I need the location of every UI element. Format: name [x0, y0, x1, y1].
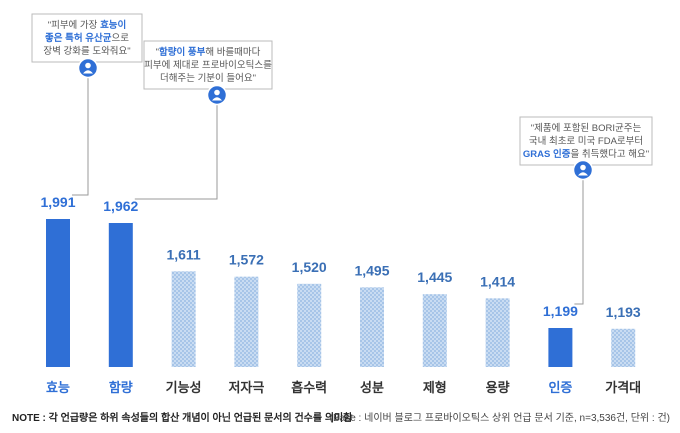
value-label-6: 1,495	[354, 262, 389, 278]
callout-segment: 장벽 강화를 도와줘요"	[43, 45, 130, 57]
category-label-1: 효능	[46, 380, 70, 395]
bar-6	[360, 287, 384, 367]
callout-line: 좋은 특허 유산균으로	[45, 32, 129, 44]
bar-3	[171, 271, 196, 367]
callout-line: GRAS 인증을 취득했다고 해요"	[523, 148, 649, 160]
callout-line: "제품에 포함된 BORI균주는	[531, 122, 642, 134]
callout-line: 장벽 강화를 도와줘요"	[43, 45, 130, 57]
callout-segment: 함량이 풍부	[159, 46, 206, 58]
category-label-2: 함량	[109, 380, 133, 395]
value-label-4: 1,572	[229, 252, 264, 268]
bar-4	[234, 276, 259, 367]
category-label-3: 기능성	[166, 380, 202, 395]
bar-9	[548, 328, 573, 367]
value-label-3: 1,611	[166, 246, 200, 262]
category-label-10: 가격대	[605, 380, 641, 395]
category-label-5: 흡수력	[291, 380, 327, 395]
callout-segment: 해 바를때마다	[205, 46, 260, 58]
value-label-5: 1,520	[292, 259, 327, 275]
footer-base: (Base : 네이버 블로그 프로바이오틱스 상위 언급 문서 기준, n=3…	[329, 413, 670, 424]
callout-segment: 좋은 특허 유산균	[45, 32, 112, 44]
callout-segment: 피부에 제대로 프로바이오틱스를	[144, 59, 272, 71]
bar-5	[297, 283, 322, 367]
bar-8	[485, 298, 510, 367]
category-label-6: 성분	[360, 380, 384, 395]
callout-connector	[134, 104, 218, 200]
callout-segment: 을 취득했다고 해요"	[571, 148, 650, 160]
callout-connector	[574, 179, 584, 305]
user-icon	[77, 57, 99, 79]
value-label-8: 1,414	[480, 273, 515, 289]
bar-10	[611, 328, 636, 367]
value-label-10: 1,193	[606, 304, 641, 320]
callout-line: "함량이 풍부해 바를때마다	[156, 46, 261, 58]
category-label-8: 용량	[486, 380, 510, 395]
callout-box	[143, 40, 273, 90]
callout-box	[519, 116, 653, 166]
user-icon	[206, 84, 228, 106]
category-label-7: 제형	[423, 380, 447, 395]
callout-segment: "제품에 포함된 BORI균주는	[531, 122, 642, 134]
value-label-9: 1,199	[543, 303, 578, 319]
callout-line: 피부에 제대로 프로바이오틱스를	[144, 59, 272, 71]
callout-segment: "피부에 가장	[48, 20, 100, 31]
callout-segment: "	[156, 47, 159, 58]
callout-segment: 효능이	[100, 19, 126, 31]
footer-note: NOTE : 각 언급량은 하위 속성들의 합산 개념이 아닌 언급된 문서의 …	[12, 413, 353, 424]
value-label-1: 1,991	[40, 194, 75, 210]
callout-segment: GRAS 인증	[523, 149, 571, 160]
callout-segment: 국내 최초로 미국 FDA로부터	[529, 136, 643, 147]
user-icon	[572, 159, 594, 181]
bars-group: 1,991 효능 1,962 함량 1,611 기능성 1,572 저자극 1,520 흡수력 1,…	[40, 194, 641, 395]
callout-segment: 으로	[111, 33, 129, 44]
bar-1	[46, 219, 70, 367]
callout-connector	[72, 77, 89, 196]
callout-line: 더해주는 기분이 들어요"	[160, 72, 256, 84]
bar-2	[108, 223, 133, 367]
bar-7	[422, 294, 447, 367]
category-label-9: 인증	[548, 380, 572, 395]
value-label-7: 1,445	[417, 269, 452, 285]
callout-line: 국내 최초로 미국 FDA로부터	[529, 136, 643, 147]
category-label-4: 저자극	[228, 380, 264, 395]
callout-line: "피부에 가장 효능이	[48, 19, 127, 31]
value-label-2: 1,962	[103, 198, 138, 214]
callout-segment: 더해주는 기분이 들어요"	[160, 72, 256, 84]
